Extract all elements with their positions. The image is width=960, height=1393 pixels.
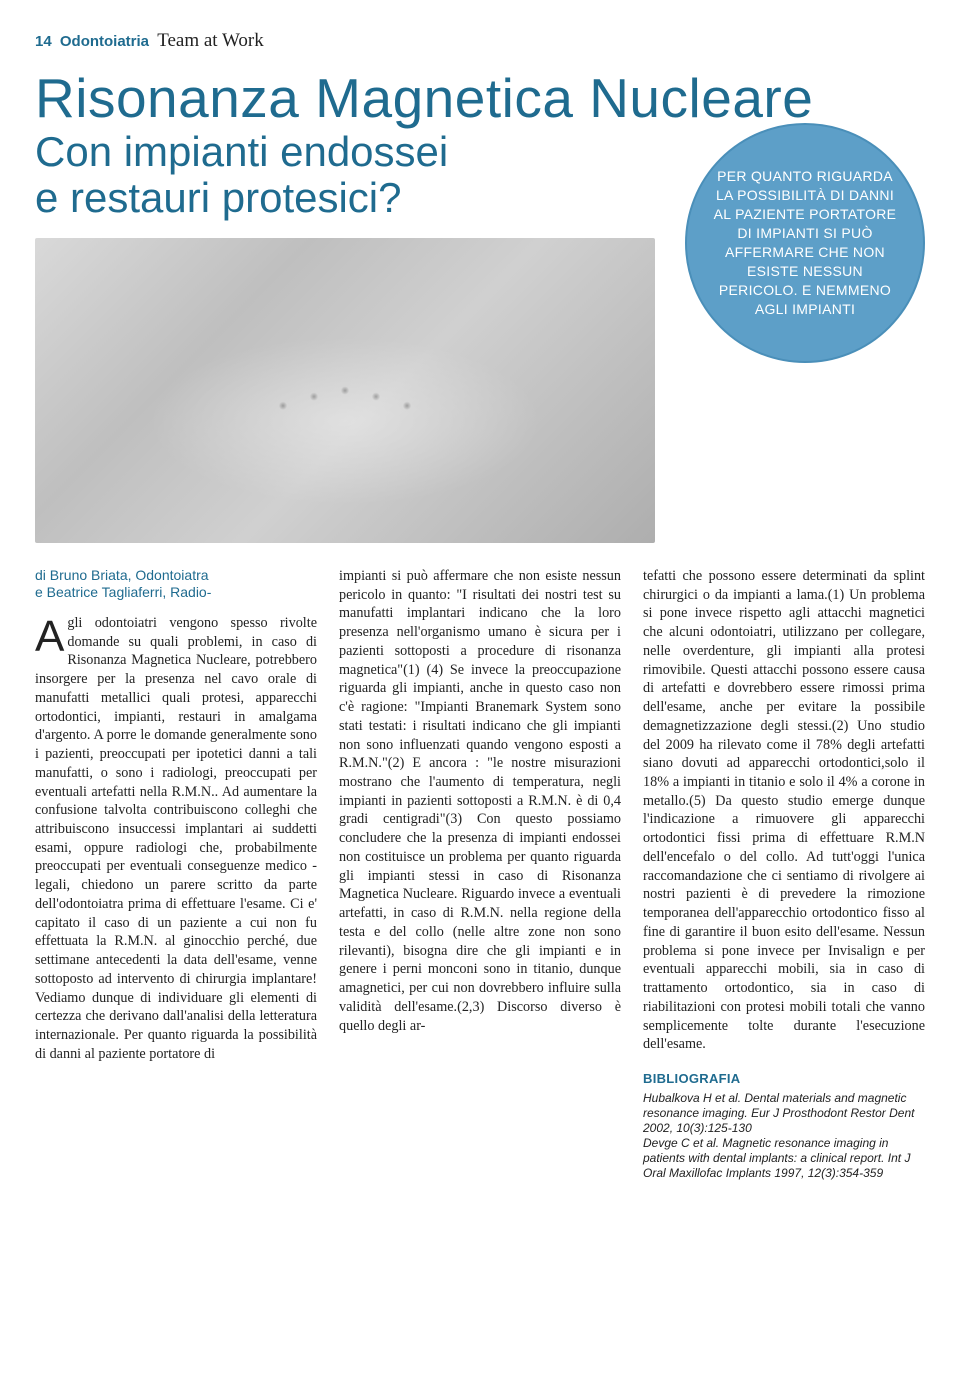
- callout-circle: PER QUANTO RIGUARDA LA POSSIBILITÀ DI DA…: [685, 123, 925, 363]
- xray-image: [35, 238, 655, 543]
- body-col1: Agli odontoiatri vengono spesso rivolte …: [35, 614, 317, 1064]
- column-1: di Bruno Briata, Odontoiatra e Beatrice …: [35, 567, 317, 1181]
- column-2: impianti si può affermare che non esiste…: [339, 567, 621, 1181]
- running-header: 14 Odontoiatria Team at Work: [35, 30, 925, 52]
- body-col3: tefatti che possono essere determinati d…: [643, 567, 925, 1054]
- page-number: 14: [35, 33, 52, 50]
- hero-region: PER QUANTO RIGUARDA LA POSSIBILITÀ DI DA…: [35, 238, 925, 543]
- byline: di Bruno Briata, Odontoiatra e Beatrice …: [35, 567, 317, 602]
- body-col2: impianti si può affermare che non esiste…: [339, 567, 621, 1035]
- header-brand: Team at Work: [157, 30, 264, 51]
- bibliography-heading: BIBLIOGRAFIA: [643, 1070, 925, 1087]
- article-title: Risonanza Magnetica Nucleare: [35, 70, 925, 128]
- callout-text: PER QUANTO RIGUARDA LA POSSIBILITÀ DI DA…: [711, 167, 899, 318]
- body-col1-text: gli odontoiatri vengono spesso rivolte d…: [35, 615, 317, 1062]
- header-department: Odontoiatria: [60, 33, 149, 50]
- column-3: tefatti che possono essere determinati d…: [643, 567, 925, 1181]
- body-columns: di Bruno Briata, Odontoiatra e Beatrice …: [35, 567, 925, 1181]
- byline-line2: e Beatrice Tagliaferri, Radio-: [35, 584, 211, 600]
- dropcap: A: [35, 614, 67, 655]
- bibliography-entry-2: Devge C et al. Magnetic resonance imagin…: [643, 1136, 925, 1181]
- byline-line1: di Bruno Briata, Odontoiatra: [35, 567, 209, 583]
- bibliography-entry-1: Hubalkova H et al. Dental materials and …: [643, 1091, 925, 1136]
